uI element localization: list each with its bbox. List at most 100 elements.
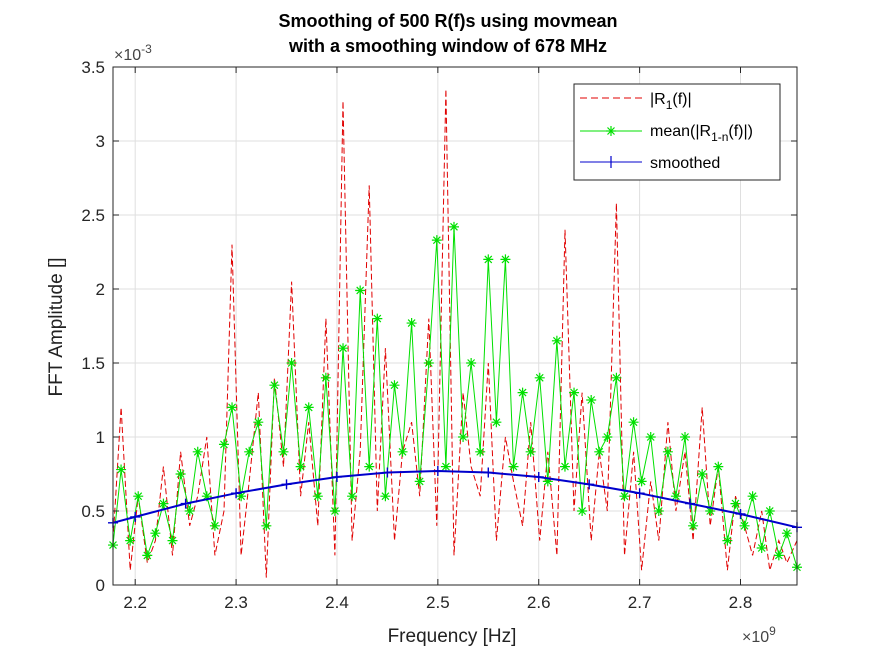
- series-mean-point: [423, 358, 434, 368]
- series-mean-point: [756, 543, 767, 553]
- series-mean-point: [773, 550, 784, 561]
- y-tick-label-7: 3.5: [81, 58, 105, 77]
- series-mean-point: [167, 535, 178, 546]
- legend-label-r1: |R1(f)|: [650, 91, 692, 112]
- series-mean-point: [508, 461, 519, 472]
- series-mean-point: [619, 491, 630, 502]
- series-mean-point: [491, 417, 502, 428]
- series-mean-point: [142, 550, 153, 561]
- series-mean-point: [364, 461, 375, 472]
- series-mean-point: [184, 506, 195, 516]
- x-tick-label-3: 2.5: [426, 593, 450, 612]
- series-mean-point: [320, 372, 331, 383]
- x-tick-label-4: 2.6: [527, 593, 551, 612]
- series-mean-point: [705, 506, 716, 516]
- series-mean-point: [158, 498, 169, 509]
- series-mean-point: [534, 372, 545, 383]
- series-mean-point: [175, 469, 186, 479]
- series-mean-point: [764, 506, 775, 516]
- series-mean-point: [636, 476, 647, 487]
- series-mean-point: [586, 395, 597, 405]
- series-mean-point: [227, 402, 238, 413]
- series-mean-point: [150, 528, 161, 539]
- legend-box: [573, 83, 781, 181]
- y-tick-label-0: 0: [96, 576, 105, 595]
- series-mean-point: [722, 535, 733, 546]
- series-mean-point: [312, 491, 323, 502]
- series-smoothed-point: [231, 488, 242, 499]
- series-smoothed-point: [685, 498, 696, 509]
- series-smoothed-point: [331, 471, 342, 482]
- series-mean-point: [730, 498, 741, 509]
- x-axis-exponent: ×109: [742, 624, 776, 646]
- series-mean-point: [209, 520, 220, 531]
- series-mean-point: [431, 235, 442, 246]
- y-tick-label-4: 2: [96, 280, 105, 299]
- series-mean-point: [125, 535, 136, 546]
- series-mean-point: [253, 417, 264, 428]
- y-tick-label-1: 0.5: [81, 502, 105, 521]
- series-mean-point: [628, 417, 639, 428]
- series-mean-point: [218, 439, 229, 450]
- series-smoothed-point: [483, 467, 494, 478]
- series-smoothed-point: [634, 488, 645, 499]
- series-mean-point: [577, 506, 588, 516]
- series-mean-point: [406, 318, 417, 329]
- series-smoothed-point: [533, 471, 544, 482]
- x-axis-label: Frequency [Hz]: [388, 626, 517, 647]
- series-mean-point: [781, 528, 792, 539]
- series-mean-point: [338, 343, 349, 354]
- series-smoothed-point: [735, 508, 746, 519]
- series-mean-point: [261, 520, 272, 531]
- legend: |R1(f)| mean(|R1-n(f)|) smoothed: [573, 83, 781, 181]
- series-mean-point: [448, 221, 459, 232]
- series-mean-point: [286, 358, 297, 368]
- series-mean-point: [116, 464, 127, 475]
- series-mean-point: [329, 506, 340, 516]
- series-mean-point: [201, 491, 212, 502]
- series-mean-point: [380, 491, 391, 502]
- series-mean-point: [278, 446, 289, 457]
- y-axis-label: FFT Amplitude []: [46, 257, 67, 396]
- series-mean-point: [611, 372, 622, 383]
- y-tick-label-3: 1.5: [81, 354, 105, 373]
- series-mean-point: [295, 461, 306, 472]
- series-smoothed-point: [382, 467, 393, 478]
- x-tick-label-2: 2.4: [325, 593, 349, 612]
- series-smoothed-point: [432, 466, 443, 477]
- series-mean-point: [747, 491, 758, 502]
- series-mean-point: [303, 402, 314, 413]
- legend-marker-asterisk: [606, 126, 616, 136]
- series-mean-point: [397, 446, 408, 457]
- chart-title-line1: Smoothing of 500 R(f)s using movmean: [278, 11, 617, 31]
- x-tick-label-5: 2.7: [628, 593, 652, 612]
- series-mean-point: [670, 491, 681, 502]
- y-tick-label-2: 1: [96, 428, 105, 447]
- series-mean-point: [483, 254, 494, 265]
- x-tick-label-0: 2.2: [123, 593, 147, 612]
- series-mean-point: [542, 476, 553, 487]
- x-tick-label-1: 2.3: [224, 593, 248, 612]
- series-smoothed-point: [584, 479, 595, 490]
- series-mean-point: [653, 506, 664, 516]
- series-mean-point: [739, 520, 750, 531]
- x-tick-label-6: 2.8: [729, 593, 753, 612]
- series-mean-point: [269, 380, 280, 391]
- series-mean-point: [414, 476, 425, 487]
- series-mean-point: [645, 432, 656, 442]
- series-r1-line: [112, 89, 798, 578]
- series-mean-point: [475, 446, 486, 457]
- series-mean-point: [133, 491, 144, 502]
- series-mean-point: [347, 491, 358, 502]
- series-mean-point: [551, 335, 562, 346]
- y-tick-label-5: 2.5: [81, 206, 105, 225]
- legend-label-mean: mean(|R1-n(f)|): [650, 123, 753, 144]
- series-mean-point: [500, 254, 511, 265]
- series-mean-point: [440, 461, 451, 472]
- series-smoothed-point: [281, 479, 292, 490]
- series-mean-point: [517, 387, 528, 398]
- chart-title-line2: with a smoothing window of 678 MHz: [288, 36, 607, 56]
- series-mean-point: [192, 446, 203, 457]
- series-mean-point: [688, 520, 699, 531]
